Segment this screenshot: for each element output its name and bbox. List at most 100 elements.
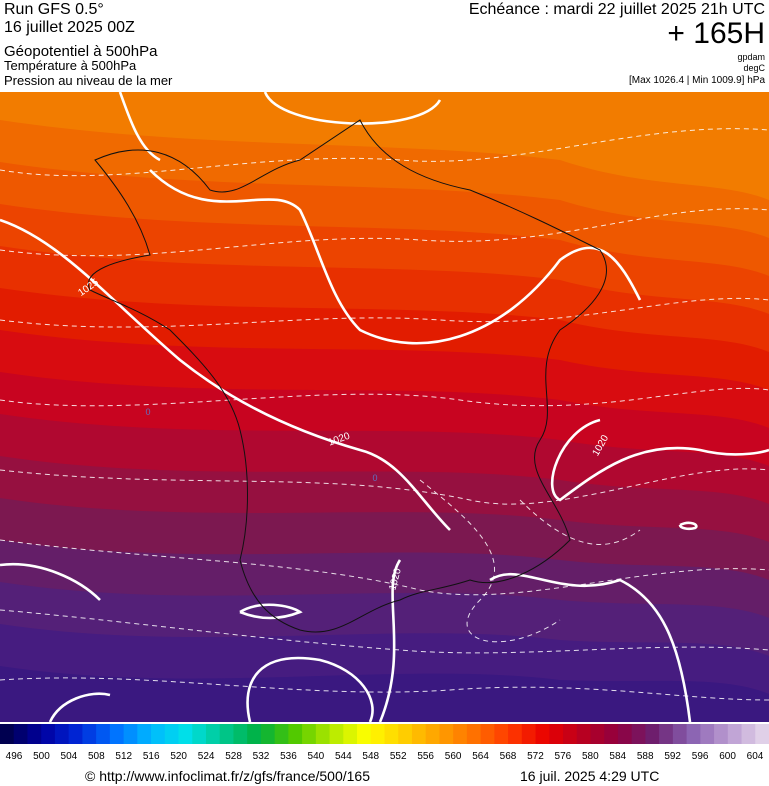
scale-label: 520 [170, 751, 187, 762]
scale-swatch [411, 724, 427, 744]
scale-swatch [192, 724, 207, 744]
scale-label: 496 [6, 751, 23, 762]
scale-swatch [137, 724, 152, 744]
scale-swatch [494, 724, 509, 744]
contours [0, 92, 769, 722]
scale-swatch [727, 724, 743, 744]
run: Run GFS 0.5° [4, 1, 104, 18]
scale-swatch [466, 724, 482, 744]
scale-swatch [645, 724, 660, 744]
scale-label: 584 [609, 751, 626, 762]
scale-swatch [590, 724, 605, 744]
scale-swatch [535, 724, 550, 744]
run-date: 16 juillet 2025 00Z [4, 19, 135, 36]
scale-swatch [398, 724, 413, 744]
scale-label: 560 [445, 751, 462, 762]
scale-label: 564 [472, 751, 489, 762]
scale-swatch [233, 724, 248, 744]
scale-label: 592 [664, 751, 681, 762]
scale-swatch [302, 724, 317, 744]
scale-swatch [480, 724, 495, 744]
scale-swatch [521, 724, 537, 744]
source: © http://www.infoclimat.fr/z/gfs/france/… [85, 768, 370, 784]
scale-label: 544 [335, 751, 352, 762]
scale-swatch [741, 724, 756, 744]
unit: gpdam [737, 52, 765, 62]
scale-label: 556 [417, 751, 434, 762]
scale-swatch [68, 724, 83, 744]
scale-swatch [357, 724, 372, 744]
scale-swatch [0, 724, 15, 744]
issued: 16 juil. 2025 4:29 UTC [520, 768, 659, 784]
scale-swatch [54, 724, 70, 744]
scale-swatch [631, 724, 646, 744]
scale-swatch [604, 724, 619, 744]
scale-swatch [714, 724, 729, 744]
scale-label: 504 [61, 751, 78, 762]
scale-swatch [700, 724, 715, 744]
scale-label: 516 [143, 751, 160, 762]
scale-label: 596 [692, 751, 709, 762]
lead-time: + 165H [667, 17, 765, 50]
scale-swatch [329, 724, 344, 744]
scale-label: 572 [527, 751, 544, 762]
scale-label: 528 [225, 751, 242, 762]
scale-label: 536 [280, 751, 297, 762]
scale-label: 588 [637, 751, 654, 762]
field: Géopotentiel à 500hPa [4, 43, 158, 60]
scale-swatch [425, 724, 440, 744]
scale-label: 604 [747, 751, 764, 762]
scale-label: 600 [719, 751, 736, 762]
scale-swatch [576, 724, 591, 744]
scale-swatch [247, 724, 262, 744]
field: Pression au niveau de la mer [4, 73, 173, 88]
pressure-range: [Max 1026.4 | Min 1009.9] hPa [629, 75, 765, 86]
scale-swatch [384, 724, 399, 744]
temp-label: 0 [145, 407, 150, 417]
scale-swatch [563, 724, 578, 744]
scale-swatch [508, 724, 523, 744]
scale-swatch [178, 724, 193, 744]
scale-swatch [659, 724, 674, 744]
scale-swatch [205, 724, 221, 744]
scale-swatch [274, 724, 289, 744]
scale-swatch [370, 724, 385, 744]
field-band [0, 666, 769, 722]
scale-label: 548 [362, 751, 379, 762]
scale-swatch [151, 724, 166, 744]
scale-label: 568 [500, 751, 517, 762]
scale-swatch [13, 724, 28, 744]
scale-swatch [123, 724, 138, 744]
scale-swatch [686, 724, 701, 744]
scale-swatch [343, 724, 358, 744]
scale-swatch [617, 724, 633, 744]
scale-swatch [41, 724, 56, 744]
field: Température à 500hPa [4, 58, 137, 73]
color-scale: 496 500 504 508 512 516 520 524 528 532 536 540 544 5… [0, 724, 769, 762]
scale-swatch [672, 724, 688, 744]
scale-swatch [164, 724, 180, 744]
scale-label: 580 [582, 751, 599, 762]
scale-swatch [219, 724, 234, 744]
valid-time: Echéance : mardi 22 juillet 2025 21h UTC [469, 1, 765, 18]
scale-swatch [288, 724, 303, 744]
scale-swatch [109, 724, 125, 744]
scale-swatch [315, 724, 331, 744]
scale-swatch [96, 724, 111, 744]
scale-label: 552 [390, 751, 407, 762]
scale-label: 508 [88, 751, 105, 762]
scale-label: 512 [115, 751, 132, 762]
scale-swatch [27, 724, 42, 744]
scale-swatch [453, 724, 468, 744]
scale-label: 576 [555, 751, 572, 762]
scale-label: 524 [198, 751, 215, 762]
temp-label: 0 [372, 473, 377, 483]
scale-swatch [260, 724, 276, 744]
scale-swatch [755, 724, 769, 744]
scale-swatch [439, 724, 454, 744]
map-field [0, 92, 769, 722]
scale-label: 500 [33, 751, 50, 762]
scale-label: 540 [308, 751, 325, 762]
